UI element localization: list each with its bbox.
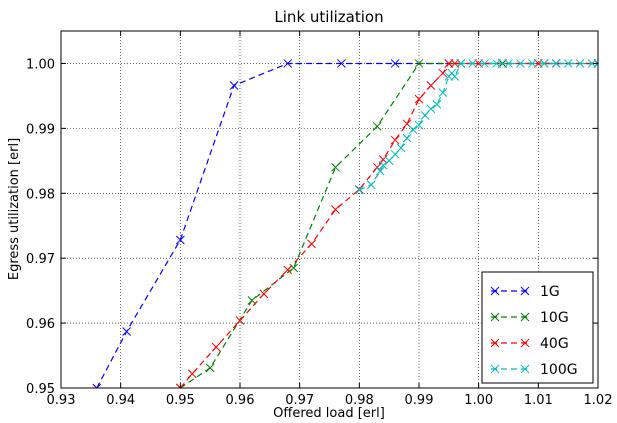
- data-point-40g: [259, 289, 269, 299]
- legend-item-40g: 40G: [490, 336, 569, 352]
- data-point-10g: [414, 59, 424, 68]
- legend-item-10g: 10G: [490, 310, 569, 326]
- legend-label-1g: 1G: [540, 284, 560, 300]
- data-point-100g: [563, 59, 573, 68]
- y-tick-label: 0.99: [26, 122, 55, 137]
- data-point-1g: [122, 327, 131, 336]
- data-point-100g: [375, 166, 385, 176]
- legend-marker: [520, 286, 530, 296]
- y-tick-label: 1.00: [26, 57, 55, 72]
- data-point-100g: [426, 104, 436, 114]
- data-point-100g: [551, 59, 561, 68]
- series-100g: [354, 59, 598, 195]
- x-tick-label: 0.95: [166, 393, 195, 408]
- x-tick-label: 0.93: [47, 393, 76, 408]
- legend-marker: [490, 286, 500, 296]
- data-point-40g: [414, 94, 424, 104]
- data-point-100g: [432, 99, 442, 109]
- data-point-100g: [492, 59, 501, 68]
- legend-marker: [490, 364, 500, 374]
- legend: 1G 10G 40G 100G: [481, 271, 594, 384]
- legend-label-40g: 40G: [540, 336, 569, 352]
- data-point-40g: [390, 135, 400, 145]
- data-point-10g: [205, 363, 215, 373]
- y-tick-label: 0.98: [26, 187, 55, 202]
- data-point-100g: [528, 59, 537, 68]
- legend-item-100g: 100G: [490, 362, 578, 378]
- data-point-100g: [354, 185, 364, 195]
- data-point-40g: [438, 68, 448, 78]
- data-point-100g: [575, 59, 585, 68]
- data-point-40g: [187, 369, 197, 379]
- series-line-40g: [179, 62, 598, 388]
- x-tick-label: 1.01: [524, 393, 553, 408]
- series-layer: [92, 59, 598, 388]
- data-point-100g: [516, 59, 525, 68]
- x-tick-label: 0.97: [285, 393, 314, 408]
- data-point-40g: [426, 81, 436, 90]
- data-point-1g: [92, 383, 102, 388]
- data-point-100g: [438, 88, 448, 98]
- data-point-10g: [372, 122, 382, 131]
- data-point-100g: [504, 59, 513, 68]
- x-tick-label: 0.99: [405, 393, 434, 408]
- data-point-1g: [390, 59, 400, 68]
- legend-item-1g: 1G: [490, 284, 560, 300]
- data-point-100g: [366, 180, 376, 190]
- data-point-100g: [593, 59, 598, 68]
- y-tick-label: 0.96: [26, 317, 55, 332]
- data-point-10g: [331, 162, 340, 172]
- data-point-1g: [337, 59, 346, 68]
- data-point-100g: [396, 143, 406, 153]
- x-tick-label: 1.00: [464, 393, 493, 408]
- data-point-10g: [289, 263, 299, 273]
- legend-label-10g: 10G: [540, 310, 569, 326]
- data-point-1g: [229, 81, 239, 90]
- data-point-100g: [539, 59, 549, 68]
- data-point-100g: [378, 161, 388, 170]
- data-point-100g: [456, 59, 466, 68]
- x-tick-label: 0.94: [106, 393, 135, 408]
- chart-title: Link utilization: [274, 8, 383, 26]
- data-point-100g: [450, 72, 460, 81]
- x-tick-label: 0.96: [226, 393, 255, 408]
- legend-label-100g: 100G: [540, 362, 578, 378]
- series-group: [92, 59, 598, 388]
- plot-frame: [60, 30, 599, 389]
- legend-marker: [520, 312, 530, 322]
- data-point-100g: [480, 59, 489, 68]
- legend-marker: [520, 338, 530, 348]
- data-point-100g: [414, 120, 424, 130]
- data-point-1g: [175, 235, 185, 245]
- data-point-40g: [211, 342, 221, 352]
- legend-marker: [520, 364, 530, 374]
- y-tick-label: 0.97: [26, 252, 55, 267]
- legend-marker: [490, 338, 500, 348]
- y-tick-label: 0.95: [26, 382, 55, 397]
- legend-box: [481, 271, 594, 384]
- data-point-100g: [468, 59, 478, 68]
- data-point-40g: [372, 162, 382, 172]
- x-axis-label: Offered load [erl]: [273, 406, 385, 421]
- tick-labels: 0.93 0.94 0.95 0.96 0.97 0.98 0.99 1.00 1.01 1.02…: [26, 31, 612, 408]
- data-point-40g: [283, 265, 293, 275]
- data-point-40g: [235, 316, 245, 325]
- y-axis-label: Egress utilization [erl]: [7, 138, 22, 280]
- data-point-40g: [307, 239, 316, 249]
- data-point-40g: [175, 383, 185, 388]
- data-point-10g: [247, 296, 257, 305]
- data-point-40g: [331, 205, 340, 214]
- x-tick-label: 0.98: [345, 393, 374, 408]
- data-point-100g: [408, 125, 418, 135]
- data-point-1g: [283, 59, 293, 68]
- data-point-100g: [402, 133, 412, 143]
- x-tick-label: 1.02: [584, 393, 613, 408]
- legend-marker: [490, 312, 500, 322]
